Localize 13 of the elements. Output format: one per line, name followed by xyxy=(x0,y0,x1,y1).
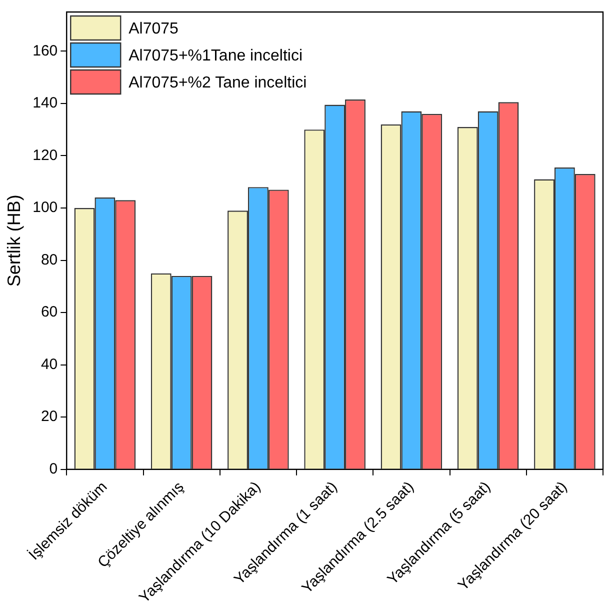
y-tick-label: 100 xyxy=(32,199,58,216)
legend-label: Al7075 xyxy=(128,20,179,38)
y-tick-label: 140 xyxy=(32,94,58,112)
y-tick-label: 0 xyxy=(49,460,58,478)
legend-label: Al7075+%2 Tane inceltici xyxy=(128,74,307,92)
y-tick-label: 60 xyxy=(40,304,58,321)
y-tick-label: 80 xyxy=(40,251,58,268)
y-tick-label: 40 xyxy=(40,356,58,373)
legend-label: Al7075+%1Tane inceltici xyxy=(128,47,303,64)
y-tick-label: 160 xyxy=(32,42,58,60)
y-axis-title: Sertlik (HB) xyxy=(4,194,24,287)
y-tick-label: 120 xyxy=(32,146,58,164)
y-tick-label: 20 xyxy=(40,408,58,426)
